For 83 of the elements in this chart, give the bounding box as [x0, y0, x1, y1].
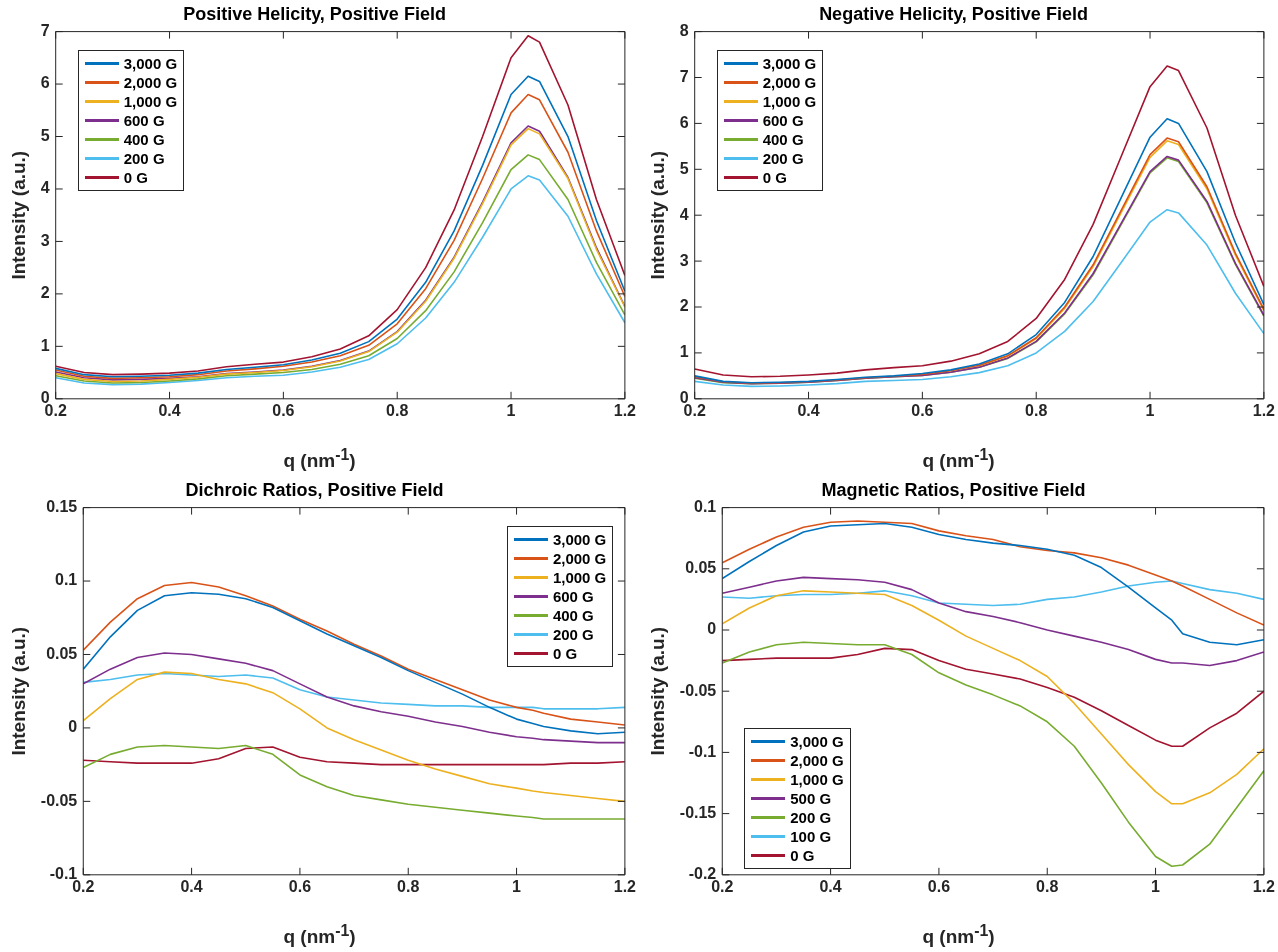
y-tick-label: 5: [679, 159, 689, 177]
chart-title: Dichroic Ratios, Positive Field: [185, 479, 444, 500]
y-tick-label: -0.05: [40, 791, 78, 809]
legend-label: 0 G: [762, 168, 787, 186]
legend-label: 2,000 G: [123, 73, 178, 91]
x-tick-label: 0.4: [180, 877, 203, 895]
x-tick-label: 0.4: [797, 401, 820, 419]
x-tick-label: 1.2: [1252, 401, 1276, 419]
x-tick-label: 1.2: [613, 877, 637, 895]
legend-label: 400 G: [552, 606, 594, 624]
legend-label: 200 G: [790, 808, 832, 826]
y-tick-label: 1: [679, 343, 689, 361]
y-tick-label: 7: [40, 22, 50, 40]
legend-label: 200 G: [552, 625, 594, 643]
legend-label: 3,000 G: [762, 54, 817, 72]
legend-label: 0 G: [552, 644, 578, 662]
y-axis-title: Intensity (a.u.): [7, 150, 29, 280]
x-tick-label: 1: [506, 401, 516, 419]
y-tick-label: 5: [40, 126, 50, 144]
y-tick-label: 4: [679, 205, 689, 223]
legend-label: 2,000 G: [790, 751, 844, 769]
y-tick-label: 2: [40, 284, 50, 302]
x-tick-label: 1: [1151, 877, 1161, 895]
x-tick-label: 0.8: [1025, 401, 1048, 419]
y-tick-label: 2: [679, 297, 689, 315]
legend-label: 2,000 G: [762, 73, 817, 91]
legend-label: 1,000 G: [762, 92, 817, 110]
x-tick-label: 0.6: [288, 877, 312, 895]
y-tick-label: -0.15: [679, 804, 717, 822]
legend-label: 600 G: [762, 111, 804, 129]
x-axis-title: q (nm$^{-1}$): [921, 446, 996, 473]
y-tick-label: 7: [679, 67, 689, 85]
x-tick-label: 0.8: [386, 401, 409, 419]
legend-label: 3,000 G: [123, 54, 178, 72]
legend-label: 600 G: [552, 587, 594, 605]
legend-label: 1,000 G: [790, 770, 844, 788]
legend-label: 1,000 G: [123, 92, 178, 110]
y-tick-label: 0.1: [694, 498, 717, 516]
x-tick-label: 1: [1145, 401, 1155, 419]
y-axis-title: Intensity (a.u.): [7, 626, 29, 756]
chart-title: Positive Helicity, Positive Field: [183, 3, 446, 24]
x-tick-label: 0.6: [911, 401, 934, 419]
legend-label: 600 G: [123, 111, 165, 129]
x-axis-title: q (nm$^{-1}$): [282, 446, 357, 473]
chart-title: Magnetic Ratios, Positive Field: [821, 479, 1086, 500]
y-tick-label: 8: [679, 22, 689, 40]
y-tick-label: 4: [40, 179, 50, 197]
x-tick-label: 1.2: [1252, 877, 1276, 895]
x-tick-label: 0.4: [819, 877, 842, 895]
y-tick-label: 0.15: [46, 498, 78, 516]
y-tick-label: 6: [40, 74, 50, 92]
y-tick-label: 0.05: [46, 644, 78, 662]
legend-label: 2,000 G: [552, 549, 607, 567]
x-tick-label: 1: [512, 877, 522, 895]
y-tick-label: 3: [40, 231, 50, 249]
y-tick-label: 0: [707, 620, 717, 638]
x-axis-title: q (nm$^{-1}$): [921, 922, 996, 949]
y-axis-title: Intensity (a.u.): [646, 626, 668, 756]
y-tick-label: 0: [68, 718, 78, 736]
x-tick-label: 0.4: [158, 401, 181, 419]
legend-label: 1,000 G: [552, 568, 607, 586]
y-axis-title: Intensity (a.u.): [646, 150, 668, 280]
x-tick-label: 0.6: [927, 877, 951, 895]
x-tick-label: 0.8: [1036, 877, 1059, 895]
legend-label: 400 G: [762, 130, 804, 148]
y-tick-label: 1: [40, 336, 50, 354]
x-axis-title: q (nm$^{-1}$): [282, 922, 357, 949]
y-tick-label: 0.1: [55, 571, 78, 589]
legend-label: 200 G: [762, 149, 804, 167]
y-tick-label: 3: [679, 251, 689, 269]
y-tick-label: -0.1: [688, 742, 717, 760]
legend-label: 3,000 G: [552, 530, 607, 548]
y-tick-label: 6: [679, 113, 689, 131]
legend-label: 3,000 G: [790, 732, 844, 750]
x-tick-label: 1.2: [613, 401, 637, 419]
legend-label: 500 G: [790, 789, 832, 807]
legend-label: 0 G: [790, 846, 815, 864]
legend-label: 100 G: [790, 827, 832, 845]
y-tick-label: 0.05: [685, 559, 717, 577]
chart-title: Negative Helicity, Positive Field: [819, 3, 1088, 24]
x-tick-label: 0.6: [272, 401, 295, 419]
y-tick-label: -0.05: [679, 681, 717, 699]
x-tick-label: 0.8: [397, 877, 420, 895]
